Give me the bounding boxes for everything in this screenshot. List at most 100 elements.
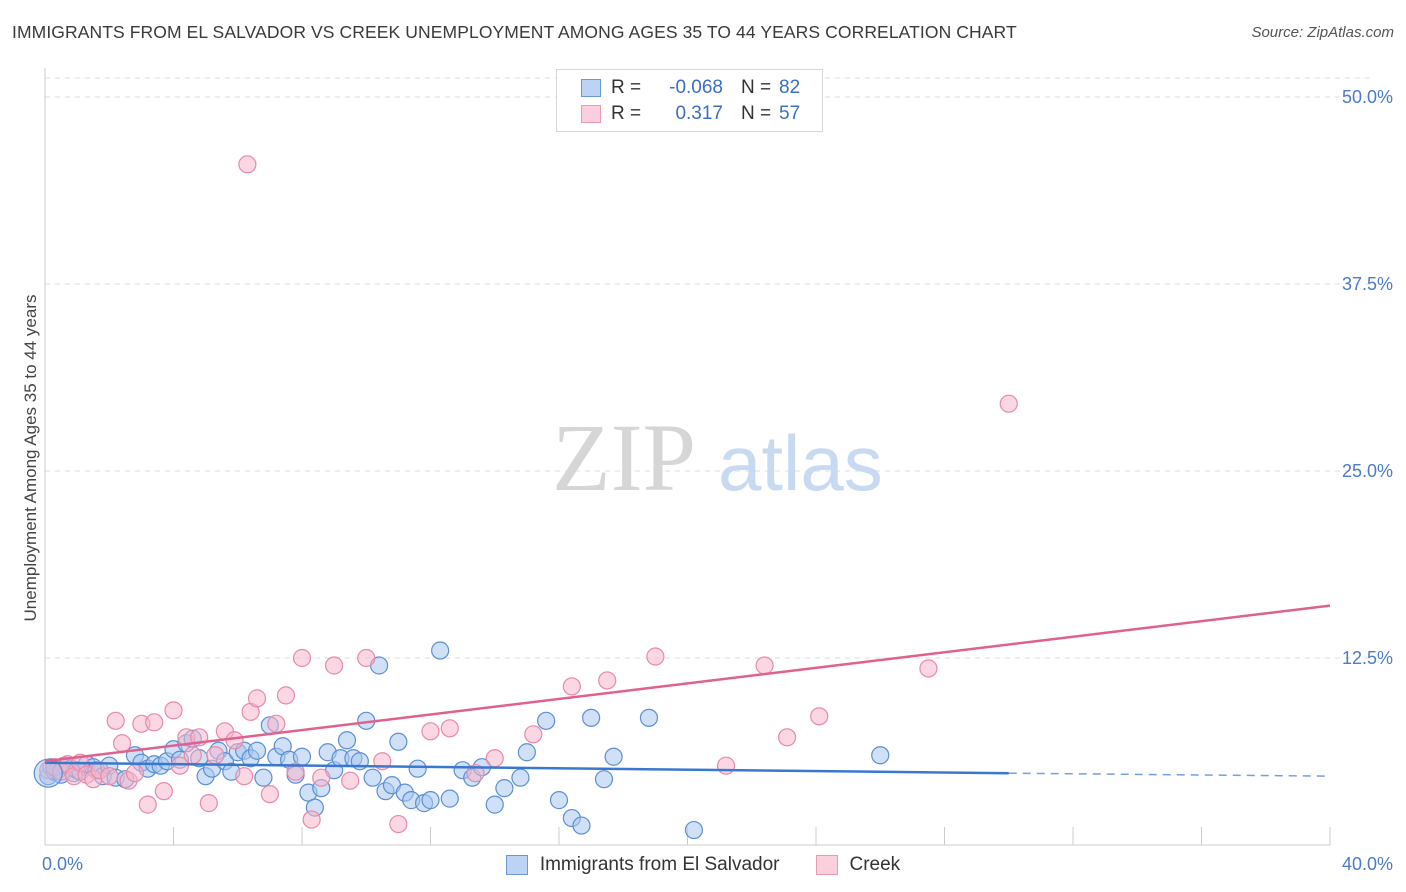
y-tick-label: 25.0% (1342, 461, 1393, 481)
correlation-legend: R = -0.068 N = 82 R = 0.317 N = 57 (556, 69, 823, 132)
point-el-salvador (594, 770, 614, 789)
point-el-salvador (431, 641, 450, 660)
point-creek (357, 648, 376, 668)
point-el-salvador-cluster (33, 758, 63, 788)
axes (44, 68, 1331, 846)
point-el-salvador (537, 711, 556, 730)
legend-r-value: 0.317 (675, 103, 723, 124)
point-creek (225, 731, 244, 750)
point-creek (154, 782, 173, 801)
point-creek (164, 701, 183, 720)
point-creek (777, 728, 797, 747)
point-creek (312, 768, 331, 787)
point-creek (646, 647, 665, 666)
trend-line-el-salvador (44, 761, 1009, 775)
point-el-salvador (549, 791, 569, 810)
point-creek (247, 689, 267, 708)
tick-labels: 12.5% 25.0% 37.5% 50.0% 0.0% 40.0% (42, 87, 1393, 874)
point-el-salvador (604, 747, 623, 766)
point-creek (524, 725, 543, 744)
point-el-salvador (485, 795, 504, 814)
chart-title: IMMIGRANTS FROM EL SALVADOR VS CREEK UNE… (12, 22, 1017, 42)
point-creek (421, 722, 440, 741)
y-tick-label: 12.5% (1342, 648, 1393, 668)
legend-r-value: -0.068 (669, 77, 723, 98)
point-creek (199, 794, 218, 813)
point-creek (466, 764, 485, 783)
point-creek (100, 767, 119, 786)
legend-item-el-salvador[interactable]: Immigrants from El Salvador (505, 854, 780, 876)
legend-swatch-pink (815, 855, 838, 875)
point-el-salvador (511, 768, 530, 787)
point-creek (276, 686, 296, 705)
point-creek (562, 677, 581, 696)
point-creek (485, 749, 504, 768)
point-creek (112, 734, 132, 753)
point-creek (183, 746, 202, 765)
point-el-salvador (684, 820, 704, 840)
point-creek (138, 795, 157, 814)
legend-item-creek[interactable]: Creek (815, 854, 901, 876)
y-axis-title: Unemployment Among Ages 35 to 44 years (21, 295, 40, 622)
point-creek (170, 756, 190, 775)
trend-line-creek (44, 604, 1331, 763)
point-creek (106, 711, 125, 730)
x-tick-label-max: 40.0% (1342, 854, 1393, 874)
point-el-salvador (421, 791, 440, 810)
legend-n-value: 82 (779, 77, 801, 98)
legend-r-label: R = (611, 103, 642, 124)
point-el-salvador (363, 768, 382, 787)
point-creek (716, 756, 736, 775)
point-creek (440, 719, 459, 738)
y-tick-label: 50.0% (1342, 87, 1393, 107)
point-creek (341, 771, 360, 790)
point-creek (235, 767, 254, 786)
legend-n-label: N = (741, 77, 772, 98)
x-tick-label-min: 0.0% (42, 854, 83, 874)
point-el-salvador (254, 768, 273, 787)
point-el-salvador (337, 731, 357, 750)
legend-label-creek: Creek (849, 854, 901, 875)
point-el-salvador (517, 743, 536, 762)
point-creek (206, 746, 225, 765)
point-creek (999, 394, 1018, 413)
legend-label-el-salvador: Immigrants from El Salvador (539, 854, 780, 875)
point-el-salvador (639, 708, 659, 727)
point-creek (302, 810, 321, 829)
legend-row-creek: R = 0.317 N = 57 (581, 102, 800, 126)
y-tick-label: 37.5% (1342, 274, 1393, 294)
watermark-atlas: atlas (718, 419, 883, 507)
legend-n-value: 57 (779, 103, 801, 124)
legend-n-label: N = (741, 103, 772, 124)
legend-r-label: R = (611, 77, 642, 98)
series-legend: Immigrants from El Salvador Creek (0, 852, 1406, 878)
point-el-salvador (871, 746, 890, 765)
point-el-salvador (408, 759, 427, 778)
point-el-salvador (495, 779, 514, 798)
point-creek (810, 707, 829, 726)
point-creek (919, 659, 938, 678)
point-creek (292, 648, 312, 668)
point-el-salvador (247, 741, 267, 760)
legend-swatch-blue (505, 855, 528, 875)
point-creek (389, 814, 408, 834)
point-creek (267, 714, 286, 733)
legend-swatch-pink (581, 105, 601, 123)
point-el-salvador (582, 708, 601, 727)
trend-lines (44, 604, 1331, 777)
point-creek (755, 656, 774, 675)
point-el-salvador (389, 732, 408, 751)
point-creek (125, 764, 145, 783)
point-el-salvador (572, 816, 591, 835)
point-creek (598, 671, 617, 690)
point-el-salvador (440, 789, 459, 808)
point-creek (325, 656, 344, 675)
point-creek (286, 762, 305, 781)
trend-line-el-salvador-extension (1008, 772, 1331, 777)
point-creek (238, 155, 257, 174)
legend-row-el-salvador: R = -0.068 N = 82 (581, 76, 800, 100)
source-label: Source: ZipAtlas.com (1251, 24, 1394, 41)
point-creek (145, 713, 164, 732)
legend-swatch-blue (581, 79, 601, 97)
